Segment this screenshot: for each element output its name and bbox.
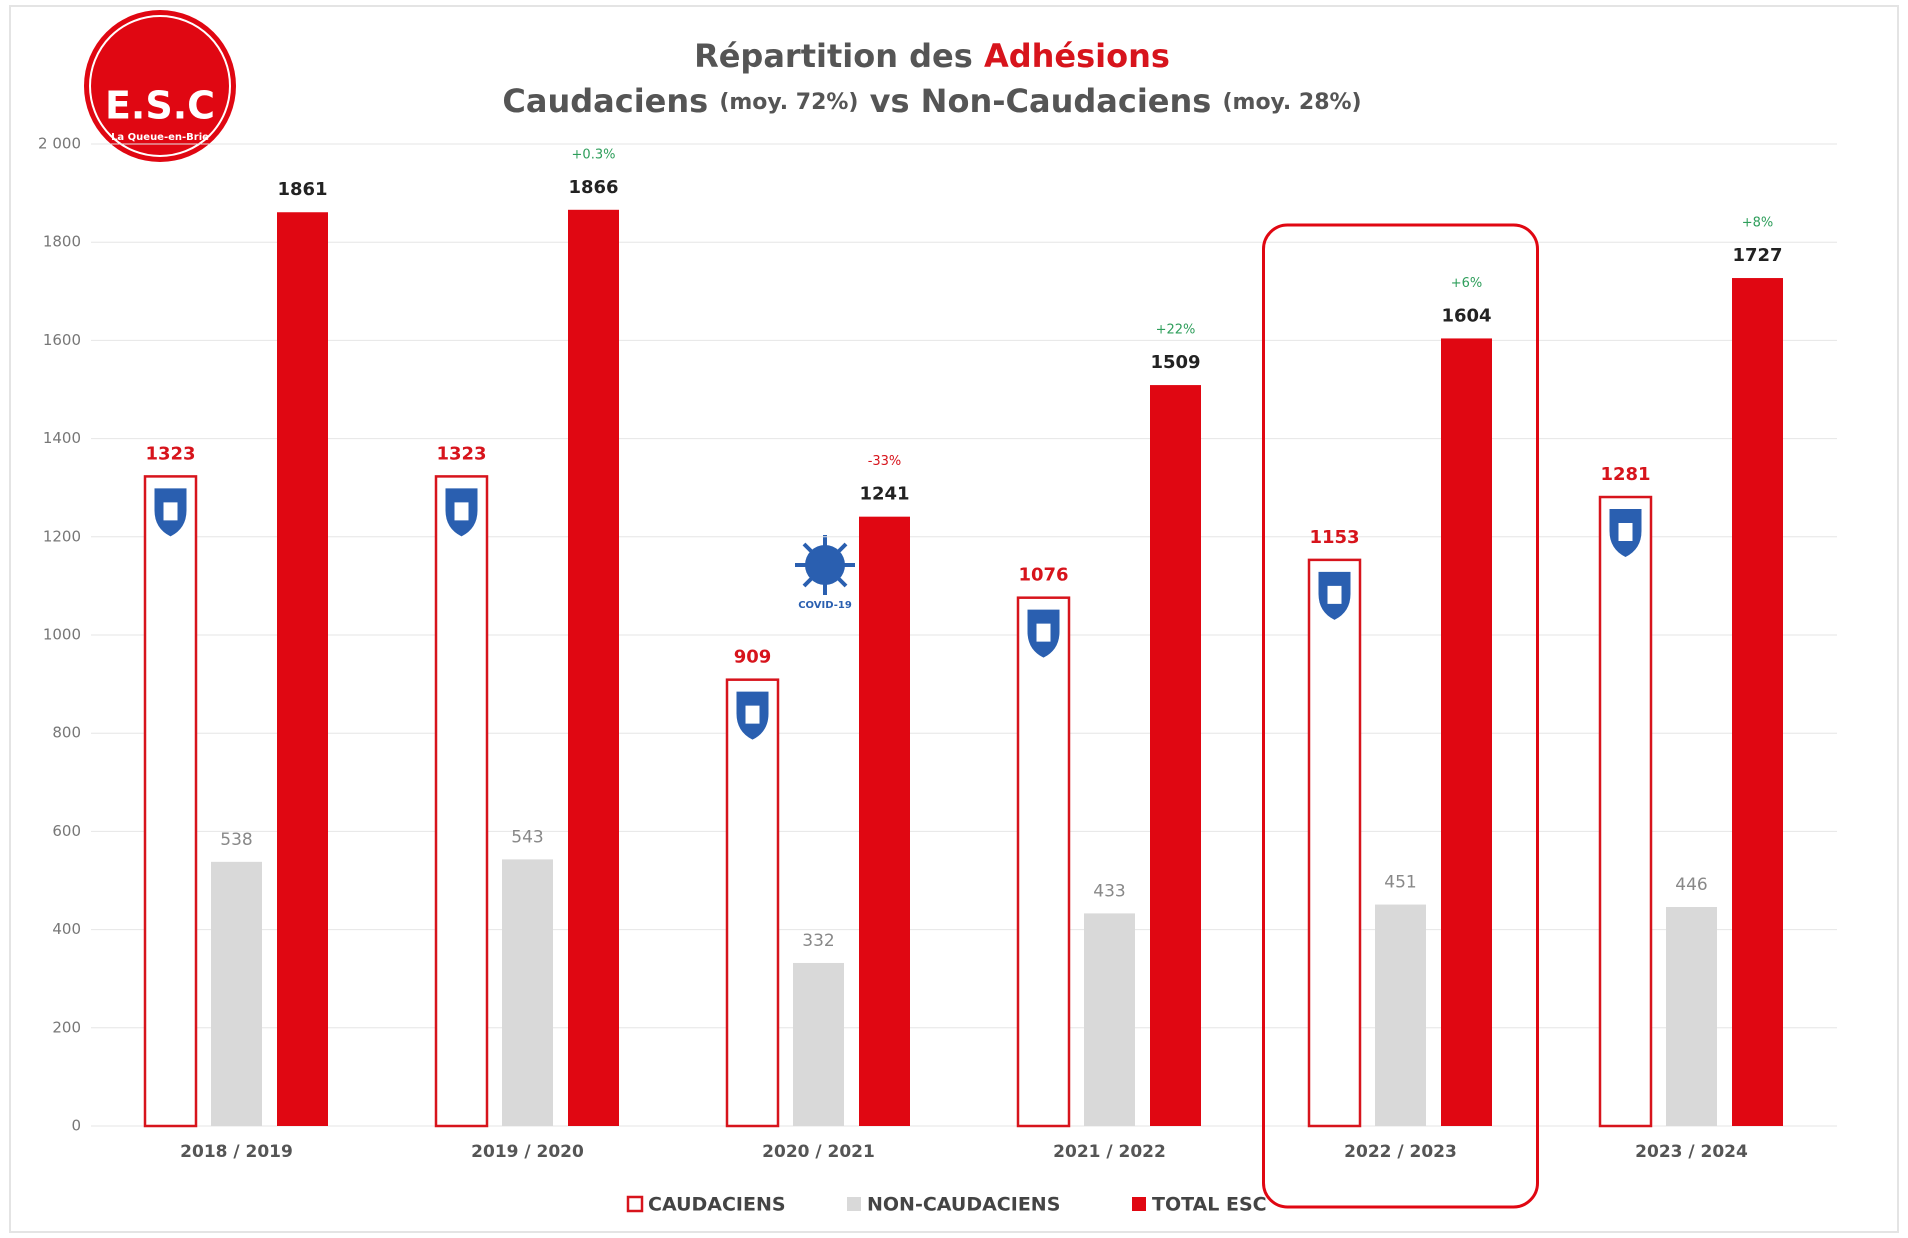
legend-label: NON-CAUDACIENS [867, 1194, 1060, 1216]
bar [211, 861, 262, 1126]
x-tick-label: 2018 / 2019 [180, 1142, 293, 1162]
chart-subtitle: Caudaciens (moy. 72%) vs Non-Caudaciens … [502, 82, 1361, 120]
subtitle-average: (moy. 28%) [1222, 90, 1361, 115]
x-tick-label: 2020 / 2021 [762, 1142, 875, 1162]
covid-label: COVID-19 [798, 600, 852, 611]
logo-town: La Queue-en-Brie [111, 132, 209, 143]
legend-label: TOTAL ESC [1152, 1194, 1267, 1216]
data-label: 1281 [1600, 464, 1650, 485]
shield-tower [163, 502, 178, 521]
bar [1375, 904, 1426, 1126]
bar [1150, 385, 1201, 1126]
data-label: 451 [1384, 873, 1416, 893]
subtitle-average: (moy. 72%) [719, 90, 858, 115]
bar [725, 678, 780, 1128]
frame [9, 5, 1899, 1233]
data-label: 1076 [1018, 565, 1068, 586]
bar [1016, 596, 1071, 1128]
y-tick-label: 1800 [43, 233, 81, 251]
data-label: 1861 [277, 179, 327, 200]
data-label: 538 [220, 830, 252, 850]
covid-icon: COVID-19 [795, 535, 855, 611]
bar [859, 516, 910, 1126]
logo-ring [89, 15, 231, 157]
y-tick-label: 800 [52, 724, 81, 742]
data-label: 1323 [436, 443, 486, 464]
legend-label: CAUDACIENS [648, 1194, 786, 1216]
bar [143, 475, 198, 1128]
data-label: 1241 [859, 484, 909, 505]
shield-icon [445, 488, 478, 537]
y-tick-label: 200 [52, 1018, 81, 1036]
x-tick-label: 2021 / 2022 [1053, 1142, 1166, 1162]
shield-tower [1327, 585, 1342, 604]
shield-icon [154, 488, 187, 537]
y-tick-label: 1600 [43, 331, 81, 349]
y-tick-label: 1200 [43, 527, 81, 545]
shield-icon [1318, 571, 1351, 620]
shield-tower [745, 705, 760, 724]
title-prefix: Répartition des [694, 37, 973, 75]
change-label: -33% [868, 454, 902, 469]
y-tick-label: 600 [52, 822, 81, 840]
shield-icon [1027, 609, 1060, 658]
logo-initials: E.S.C [105, 84, 215, 128]
bar [1666, 907, 1717, 1126]
subtitle-group: Caudaciens [502, 82, 708, 120]
data-label: 1727 [1732, 245, 1782, 266]
bar [1732, 278, 1783, 1127]
y-tick-label: 0 [71, 1117, 81, 1135]
change-label: +8% [1742, 216, 1774, 231]
change-label: +0.3% [572, 147, 616, 162]
shield-icon [1609, 509, 1642, 558]
data-label: 1604 [1441, 305, 1491, 326]
change-label: +6% [1451, 276, 1483, 291]
data-label: 543 [511, 827, 543, 847]
y-tick-label: 400 [52, 920, 81, 938]
data-label: 433 [1093, 881, 1125, 901]
data-label: 1509 [1150, 352, 1200, 373]
shield-icon [736, 691, 769, 740]
change-label: +22% [1156, 323, 1196, 338]
bar [568, 209, 619, 1126]
bar [277, 212, 328, 1126]
data-label: 909 [734, 647, 772, 668]
data-label: 1153 [1309, 527, 1359, 548]
subtitle-group: vs Non-Caudaciens [870, 82, 1212, 120]
bar [1598, 495, 1653, 1128]
legend-swatch [847, 1197, 861, 1211]
legend-swatch [626, 1195, 644, 1213]
bar [434, 475, 489, 1128]
shield-tower [1618, 523, 1633, 542]
chart-title: Répartition des Adhésions [694, 37, 1170, 75]
shield-tower [454, 502, 469, 521]
data-label: 1866 [568, 177, 618, 198]
bar [502, 859, 553, 1126]
x-tick-label: 2019 / 2020 [471, 1142, 584, 1162]
y-tick-label: 1000 [43, 626, 81, 644]
logo-disc [84, 10, 236, 162]
bar [1307, 558, 1362, 1128]
covid-spikes [795, 535, 855, 595]
logo: E.S.C La Queue-en-Brie [84, 10, 236, 162]
bar [1441, 338, 1492, 1126]
data-label: 1323 [145, 443, 195, 464]
bar [793, 962, 844, 1126]
y-tick-label: 1400 [43, 429, 81, 447]
data-label: 332 [802, 931, 834, 951]
highlight-box [1262, 223, 1539, 1209]
data-label: 446 [1675, 875, 1707, 895]
y-tick-label: 2 000 [38, 135, 81, 153]
title-highlight: Adhésions [984, 37, 1170, 75]
x-tick-label: 2022 / 2023 [1344, 1142, 1457, 1162]
legend-swatch [1132, 1197, 1146, 1211]
bar [1084, 913, 1135, 1126]
x-tick-label: 2023 / 2024 [1635, 1142, 1748, 1162]
shield-tower [1036, 623, 1051, 642]
